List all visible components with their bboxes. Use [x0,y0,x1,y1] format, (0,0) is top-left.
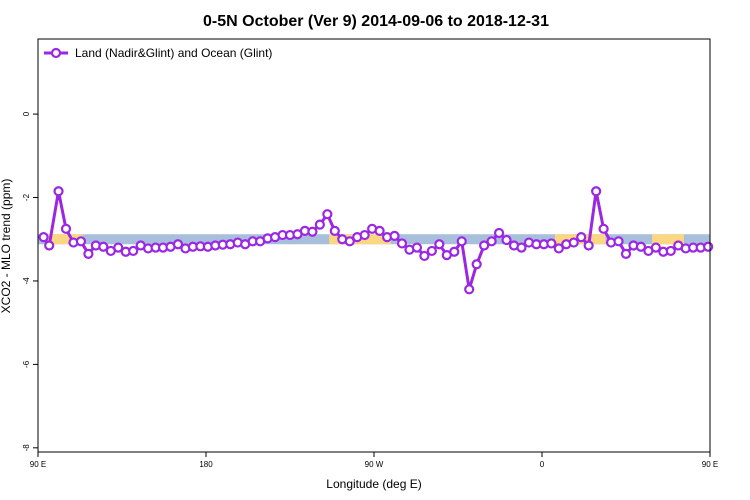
data-point [620,248,632,259]
data-point [128,245,139,257]
x-axis: 90 E 180 90 W 0 90 E [30,452,718,469]
x-tick-label: 0 [540,460,545,469]
data-point [44,240,55,251]
data-point [426,245,437,257]
data-point [75,236,87,247]
data-point [546,238,557,249]
data-point [613,236,624,247]
data-point [598,223,609,234]
x-tick-label: 90 E [702,460,718,469]
data-point [396,238,408,249]
band-highlight [652,234,684,245]
y-axis: 0 -2 -4 -6 -8 [22,111,38,451]
data-point [60,223,72,234]
x-tick-label: 180 [199,460,213,469]
data-point [553,243,564,254]
data-point [419,250,430,262]
y-tick-label: -2 [22,193,31,201]
data-point [98,241,109,252]
data-point [389,230,400,242]
band-highlight [47,234,83,245]
data-point [374,225,385,236]
data-point [471,259,482,270]
data-point [83,248,94,259]
data-point [53,186,64,197]
data-point [665,245,676,257]
data-point [307,226,318,237]
chart-title: 0-5N October (Ver 9) 2014-09-06 to 2018-… [203,13,549,30]
y-tick-label: -8 [22,444,31,452]
series-layer [38,186,714,295]
legend-label: Land (Nadir&Glint) and Ocean (Glint) [75,46,272,60]
data-point [479,240,490,251]
data-point [576,232,587,243]
y-axis-label: XCO2 - MLO trend (ppm) [0,179,13,314]
data-point [583,240,594,251]
data-point [38,232,49,243]
data-point [344,236,355,247]
data-point [493,227,505,239]
data-point [635,241,647,252]
x-axis-label: Longitude (deg E) [326,477,421,491]
data-point [113,242,124,253]
data-point [411,242,423,253]
data-point [650,242,661,253]
data-point [516,242,527,253]
legend: Land (Nadir&Glint) and Ocean (Glint) [44,46,272,60]
data-point [456,236,467,247]
y-tick-label: 0 [22,111,31,116]
x-tick-label: 90 W [365,460,384,469]
data-point [568,237,579,248]
data-point [591,186,602,197]
data-point [359,229,370,241]
data-point [314,219,325,230]
data-point [172,239,184,250]
data-point [703,241,714,252]
data-point [486,236,497,247]
data-point [464,284,475,295]
y-tick-label: -6 [22,360,31,368]
data-point [449,246,460,257]
data-point [434,239,445,250]
legend-marker [50,47,62,59]
data-point [501,234,512,246]
data-point [322,209,333,220]
data-point [329,225,340,236]
y-tick-label: -4 [22,277,31,285]
x-tick-label: 90 E [30,460,46,469]
